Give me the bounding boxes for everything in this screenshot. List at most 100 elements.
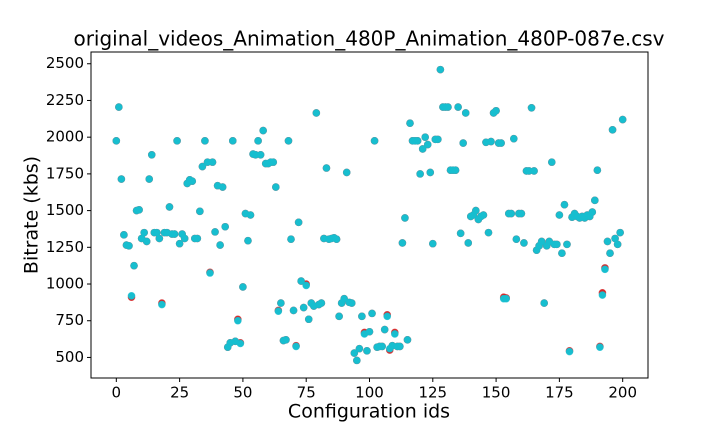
point [520, 239, 528, 247]
point [537, 237, 546, 246]
point [398, 239, 407, 247]
point [598, 291, 607, 299]
x-tick-label: 175 [545, 384, 574, 402]
point [284, 137, 293, 145]
point [246, 211, 255, 219]
point [145, 175, 154, 183]
point [613, 240, 622, 249]
point [464, 239, 473, 247]
point [125, 242, 133, 250]
point [188, 177, 197, 186]
point [130, 261, 138, 270]
point [175, 239, 184, 248]
point [436, 65, 445, 74]
point [158, 300, 166, 309]
point [456, 229, 465, 238]
x-tick-label: 25 [170, 384, 189, 402]
point [454, 103, 462, 111]
point [282, 336, 290, 344]
point [527, 104, 536, 112]
point [423, 140, 432, 149]
point [117, 175, 126, 183]
point [221, 222, 229, 231]
x-tick-label: 100 [355, 384, 384, 402]
point [322, 164, 331, 172]
point [596, 343, 604, 351]
point [421, 133, 430, 141]
point [487, 137, 495, 146]
point [396, 342, 404, 351]
point [368, 309, 376, 318]
point [472, 206, 480, 215]
point [558, 249, 566, 257]
point [287, 235, 295, 244]
point [426, 168, 435, 177]
point [277, 299, 285, 307]
point [363, 347, 371, 355]
point [355, 344, 364, 353]
point [218, 183, 227, 191]
point [378, 342, 386, 351]
point [406, 119, 414, 128]
point [416, 170, 424, 178]
x-tick-label: 150 [482, 384, 511, 402]
point [451, 166, 460, 175]
point [340, 294, 348, 303]
point [563, 240, 571, 249]
point [256, 150, 265, 159]
point [173, 137, 181, 145]
point [272, 183, 280, 191]
point [603, 237, 612, 246]
point [208, 158, 217, 166]
point [560, 200, 569, 209]
y-tick-label: 750 [55, 311, 84, 329]
point [120, 231, 128, 239]
point [530, 167, 538, 175]
y-tick-label: 2500 [46, 54, 84, 72]
point [434, 135, 442, 144]
point [216, 241, 224, 249]
point [297, 277, 305, 285]
point [193, 234, 202, 243]
point [403, 336, 412, 344]
point [294, 218, 303, 227]
point [211, 228, 219, 236]
x-tick-label: 200 [608, 384, 637, 402]
y-tick-label: 1750 [46, 164, 84, 182]
y-tick-label: 2000 [46, 128, 84, 146]
point [198, 162, 207, 171]
point [196, 207, 204, 216]
y-axis-label: Bitrate (kbs) [21, 156, 43, 274]
point [342, 168, 351, 177]
point [115, 103, 123, 111]
point [244, 236, 252, 245]
point [239, 283, 247, 291]
point [312, 109, 321, 117]
point [444, 103, 452, 111]
point [618, 115, 627, 124]
point [507, 209, 516, 218]
point [254, 137, 262, 145]
point [332, 235, 341, 244]
point [517, 209, 526, 218]
point [317, 299, 326, 307]
point [365, 327, 374, 336]
point [413, 137, 422, 145]
y-tick-label: 1250 [46, 238, 84, 256]
point [353, 356, 361, 365]
point [565, 347, 574, 356]
point [358, 312, 366, 321]
point [428, 239, 437, 248]
point [391, 330, 399, 338]
point [269, 158, 278, 166]
x-tick-label: 0 [112, 384, 122, 402]
point [140, 228, 148, 237]
point [127, 291, 136, 300]
point [401, 214, 409, 222]
point [383, 312, 392, 321]
point [170, 230, 179, 238]
point [459, 139, 467, 147]
point [292, 342, 300, 351]
chart-title: original_videos_Animation_480P_Animation… [73, 27, 664, 51]
